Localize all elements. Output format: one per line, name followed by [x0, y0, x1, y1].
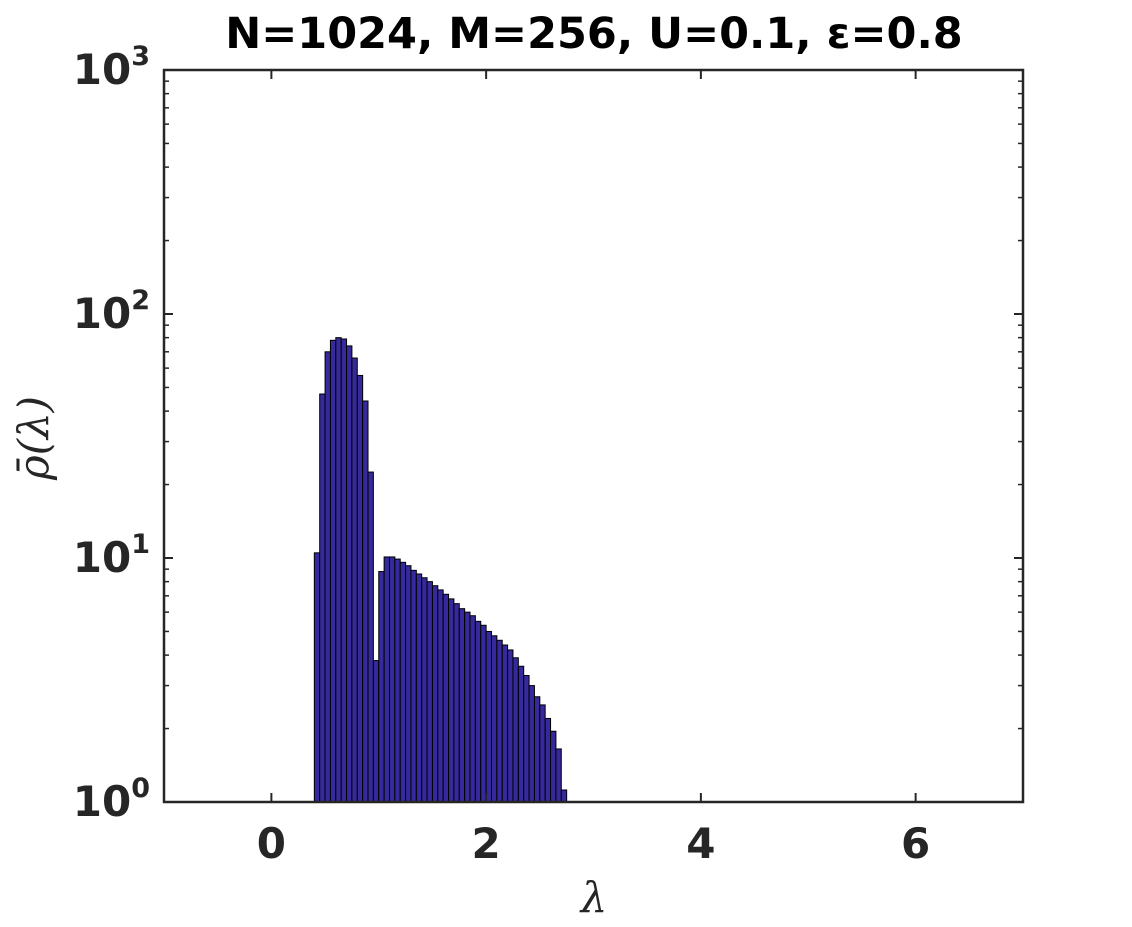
- histogram-bar: [523, 674, 530, 803]
- histogram-bar: [448, 598, 455, 803]
- y-tick-exponent: 2: [131, 285, 150, 316]
- histogram-bar: [383, 556, 390, 803]
- histogram-bar: [539, 704, 546, 803]
- histogram-bar: [560, 789, 568, 803]
- histogram-bar: [335, 337, 342, 803]
- y-axis-label: ρ̄(λ): [9, 396, 58, 481]
- histogram-bar: [474, 620, 482, 803]
- histogram-bar: [437, 589, 444, 803]
- histogram-bar: [340, 338, 348, 803]
- y-tick-label: 102: [73, 285, 150, 338]
- histogram-bar: [464, 611, 471, 803]
- histogram-bar: [469, 615, 476, 803]
- histogram-bar: [405, 565, 412, 803]
- histogram-bar: [501, 644, 509, 803]
- histogram-bar: [431, 585, 439, 803]
- histogram-bar: [415, 573, 423, 803]
- y-tick-exponent: 1: [131, 529, 150, 560]
- histogram-bar: [410, 569, 417, 803]
- x-tick-label: 0: [257, 819, 286, 868]
- y-tick-base: 10: [73, 289, 131, 338]
- histogram-bar: [453, 603, 460, 803]
- histogram-bar: [544, 717, 552, 803]
- x-tick-labels: 0 2 4 6: [257, 819, 930, 868]
- histogram-bar: [507, 649, 514, 803]
- histogram-bar: [485, 630, 492, 803]
- histogram-bar: [496, 639, 503, 803]
- histogram-bar: [394, 558, 401, 803]
- histogram-bar: [533, 696, 541, 803]
- histogram-bar: [388, 556, 396, 803]
- histogram-bar: [512, 657, 519, 803]
- histogram-bar: [426, 581, 433, 803]
- histogram-bar: [362, 400, 369, 803]
- histogram-bar: [346, 345, 353, 803]
- histogram-bar: [329, 339, 337, 803]
- histogram-bar: [480, 624, 487, 803]
- histogram-bar: [528, 685, 535, 803]
- y-tick-exponent: 0: [131, 773, 150, 804]
- histogram-bar: [313, 552, 321, 803]
- y-tick-base: 10: [73, 45, 131, 94]
- axis-ticks: [164, 69, 1023, 803]
- x-axis-label: λ: [579, 873, 608, 922]
- histogram-bar: [490, 635, 498, 803]
- histogram-bar: [399, 561, 407, 803]
- y-tick-exponent: 3: [131, 41, 150, 72]
- histogram-bar: [555, 748, 562, 803]
- chart-title: N=1024, M=256, U=0.1, ε=0.8: [225, 9, 962, 59]
- histogram-bar: [378, 571, 385, 803]
- histogram-bar: [372, 660, 380, 803]
- histogram-bar: [351, 357, 358, 803]
- histogram-bar: [324, 351, 331, 803]
- histogram-bar: [319, 393, 326, 803]
- y-tick-label: 100: [73, 773, 150, 826]
- histogram-bars: [313, 337, 568, 803]
- y-tick-base: 10: [73, 533, 131, 582]
- y-tick-label: 103: [73, 41, 150, 94]
- axes-box: [162, 68, 1025, 804]
- histogram-bar: [356, 374, 364, 803]
- histogram-bar: [442, 593, 450, 803]
- histogram-bar: [517, 665, 525, 803]
- x-tick-label: 2: [472, 819, 501, 868]
- x-tick-label: 6: [901, 819, 930, 868]
- histogram-bar: [367, 471, 374, 803]
- y-tick-base: 10: [73, 777, 131, 826]
- x-tick-label: 4: [686, 819, 715, 868]
- histogram-bar: [550, 730, 557, 803]
- histogram-bar: [421, 577, 428, 803]
- histogram-bar: [458, 608, 466, 803]
- y-tick-label: 101: [73, 529, 150, 582]
